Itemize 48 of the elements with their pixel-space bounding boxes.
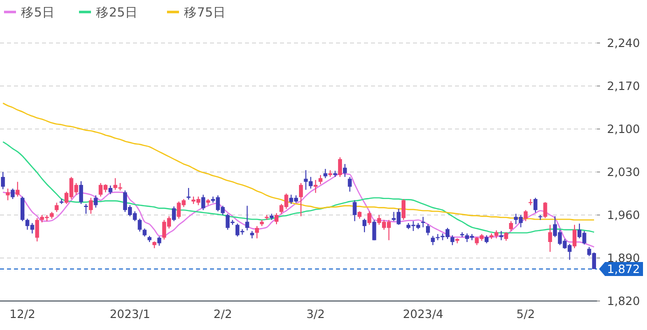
candlestick	[533, 197, 538, 214]
x-tick-label: 5/2	[516, 307, 535, 321]
y-tick-label: 2,030	[607, 165, 640, 180]
y-tick-label: 2,240	[607, 36, 640, 50]
candlestick	[450, 234, 454, 246]
candlestick	[348, 176, 352, 192]
y-tick-label: 2,170	[607, 79, 640, 94]
candlestick	[426, 224, 430, 236]
candlestick	[402, 198, 406, 220]
candlestick	[172, 206, 176, 222]
candlestick	[543, 202, 548, 219]
x-tick-label: 2/2	[214, 307, 232, 321]
candlestick	[79, 180, 84, 204]
candlestick	[16, 181, 20, 198]
legend-label: 移25日	[96, 4, 138, 20]
candlestick	[88, 197, 93, 214]
candlestick	[342, 164, 347, 178]
candlestick	[274, 212, 278, 225]
x-tick-label: 12/2	[10, 307, 36, 321]
candlestick	[338, 156, 342, 178]
candlestick	[35, 218, 40, 242]
candlestick	[255, 226, 259, 239]
candlestick	[186, 187, 191, 200]
y-tick-label: 1,960	[607, 208, 640, 222]
candlestick	[20, 196, 24, 222]
candlestick	[0, 172, 5, 190]
y-tick-label: 1,820	[607, 294, 640, 308]
x-tick-label: 2023/4	[402, 307, 444, 321]
y-tick-label: 2,100	[607, 122, 640, 136]
candlestick	[298, 182, 303, 217]
candlestick	[6, 188, 10, 201]
candlestick	[323, 168, 328, 179]
candlestick	[318, 174, 322, 185]
candlestick	[548, 224, 552, 252]
candlestick	[572, 224, 576, 249]
candlestick	[524, 210, 528, 222]
legend-label: 移5日	[21, 4, 55, 20]
candlestick	[157, 236, 162, 246]
legend-label: 移75日	[184, 4, 226, 20]
candlestick	[367, 210, 372, 226]
x-tick-label: 2023/1	[110, 307, 150, 321]
candlestick	[10, 188, 15, 200]
candlestick	[509, 220, 513, 232]
x-tick-label: 3/2	[306, 307, 325, 321]
candlestick	[362, 218, 366, 233]
candlestick	[245, 205, 250, 231]
candlestick	[54, 202, 59, 212]
candlestick	[352, 200, 357, 222]
